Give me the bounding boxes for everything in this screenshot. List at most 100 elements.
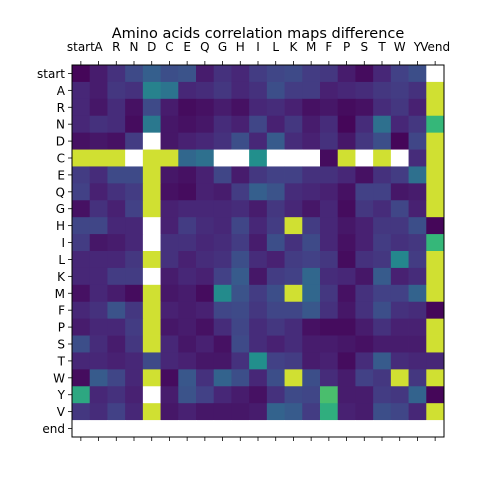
heatmap-cell xyxy=(320,420,339,438)
x-tick-label: N xyxy=(130,40,139,54)
heatmap-cell xyxy=(178,81,197,100)
heatmap-cell xyxy=(373,166,392,184)
x-tick-label: R xyxy=(112,40,120,54)
heatmap-cell xyxy=(231,267,250,286)
heatmap-cell xyxy=(178,352,197,370)
heatmap-cell xyxy=(249,420,268,438)
heatmap-cell xyxy=(142,251,161,269)
heatmap-cell xyxy=(266,352,285,370)
x-axis-ticks: start A R N D C E Q G H I L K M F P S T W Y Vend xyxy=(67,40,450,441)
heatmap-cell xyxy=(178,115,197,134)
heatmap-cell xyxy=(337,234,356,252)
heatmap-cell xyxy=(72,234,91,252)
x-tick-label: I xyxy=(256,40,260,54)
heatmap-cell xyxy=(160,81,179,100)
heatmap-cell xyxy=(373,217,392,235)
heatmap-cell xyxy=(337,200,356,218)
heatmap-cell xyxy=(284,98,303,117)
x-tick-label: A xyxy=(94,40,103,54)
heatmap-cell xyxy=(107,166,126,184)
heatmap-cell xyxy=(89,183,108,201)
heatmap-cell xyxy=(231,318,250,336)
heatmap-cell xyxy=(426,386,445,404)
heatmap-cell xyxy=(89,166,108,184)
heatmap-cell xyxy=(89,98,108,117)
heatmap-cell xyxy=(390,98,409,117)
heatmap-cell xyxy=(408,318,427,336)
heatmap-cell xyxy=(249,386,268,404)
x-tick-label: S xyxy=(360,40,368,54)
heatmap-cell xyxy=(231,403,250,421)
heatmap-cell xyxy=(249,65,268,83)
heatmap-cell xyxy=(355,166,374,184)
heatmap-cell xyxy=(178,98,197,117)
heatmap-cell xyxy=(320,386,339,404)
heatmap-cell xyxy=(302,251,321,269)
heatmap-cell xyxy=(302,217,321,235)
heatmap-cell xyxy=(320,403,339,421)
heatmap-cell xyxy=(408,65,427,83)
heatmap-cell xyxy=(89,200,108,218)
heatmap-cell xyxy=(107,318,126,336)
heatmap-cell xyxy=(373,98,392,117)
heatmap-cell xyxy=(160,352,179,370)
heatmap-cell xyxy=(213,267,232,286)
heatmap-cell xyxy=(355,403,374,421)
heatmap-cell xyxy=(337,318,356,336)
heatmap-cell xyxy=(107,369,126,387)
heatmap-cell xyxy=(284,352,303,370)
heatmap-cell xyxy=(72,403,91,421)
heatmap-cell xyxy=(213,183,232,201)
heatmap-cell xyxy=(284,234,303,252)
heatmap-cell xyxy=(142,217,161,235)
heatmap-cell xyxy=(72,81,91,100)
heatmap-cell xyxy=(337,166,356,184)
heatmap-cell xyxy=(373,335,392,353)
heatmap-cell xyxy=(355,369,374,387)
heatmap-cell xyxy=(284,284,303,303)
heatmap-cell xyxy=(196,369,215,387)
heatmap-cell xyxy=(160,115,179,134)
heatmap-cell xyxy=(284,81,303,100)
heatmap-cell xyxy=(408,420,427,438)
heatmap-cell xyxy=(320,115,339,134)
heatmap-cell xyxy=(302,234,321,252)
heatmap-cell xyxy=(320,81,339,100)
heatmap-cell xyxy=(426,267,445,286)
heatmap-cell xyxy=(196,234,215,252)
heatmap-cell xyxy=(89,65,108,83)
y-tick-label: start xyxy=(37,67,65,81)
heatmap-cell xyxy=(196,200,215,218)
heatmap-cell xyxy=(125,217,144,235)
heatmap-cell xyxy=(142,166,161,184)
heatmap-cell xyxy=(196,251,215,269)
heatmap-cell xyxy=(266,267,285,286)
heatmap-cell xyxy=(355,386,374,404)
heatmap-cell xyxy=(142,81,161,100)
heatmap-cell xyxy=(249,81,268,100)
x-tick-label: P xyxy=(343,40,350,54)
heatmap-cell xyxy=(408,301,427,320)
heatmap-cell xyxy=(125,166,144,184)
heatmap-cell xyxy=(160,318,179,336)
y-tick-label: G xyxy=(56,202,65,216)
heatmap-cell xyxy=(337,65,356,83)
heatmap-cell xyxy=(231,335,250,353)
heatmap-cell xyxy=(178,217,197,235)
heatmap-cell xyxy=(266,403,285,421)
heatmap-cell xyxy=(266,166,285,184)
heatmap-cell xyxy=(302,369,321,387)
heatmap-cell xyxy=(196,217,215,235)
heatmap-cell xyxy=(302,335,321,353)
heatmap-cell xyxy=(249,166,268,184)
heatmap-cell xyxy=(266,386,285,404)
heatmap-cell xyxy=(337,386,356,404)
heatmap-cell xyxy=(72,267,91,286)
heatmap-cell xyxy=(142,318,161,336)
heatmap-cell xyxy=(142,132,161,150)
heatmap-cell xyxy=(89,386,108,404)
heatmap-cell xyxy=(107,251,126,269)
heatmap-cell xyxy=(355,200,374,218)
heatmap-cell xyxy=(302,403,321,421)
heatmap-cell xyxy=(426,234,445,252)
